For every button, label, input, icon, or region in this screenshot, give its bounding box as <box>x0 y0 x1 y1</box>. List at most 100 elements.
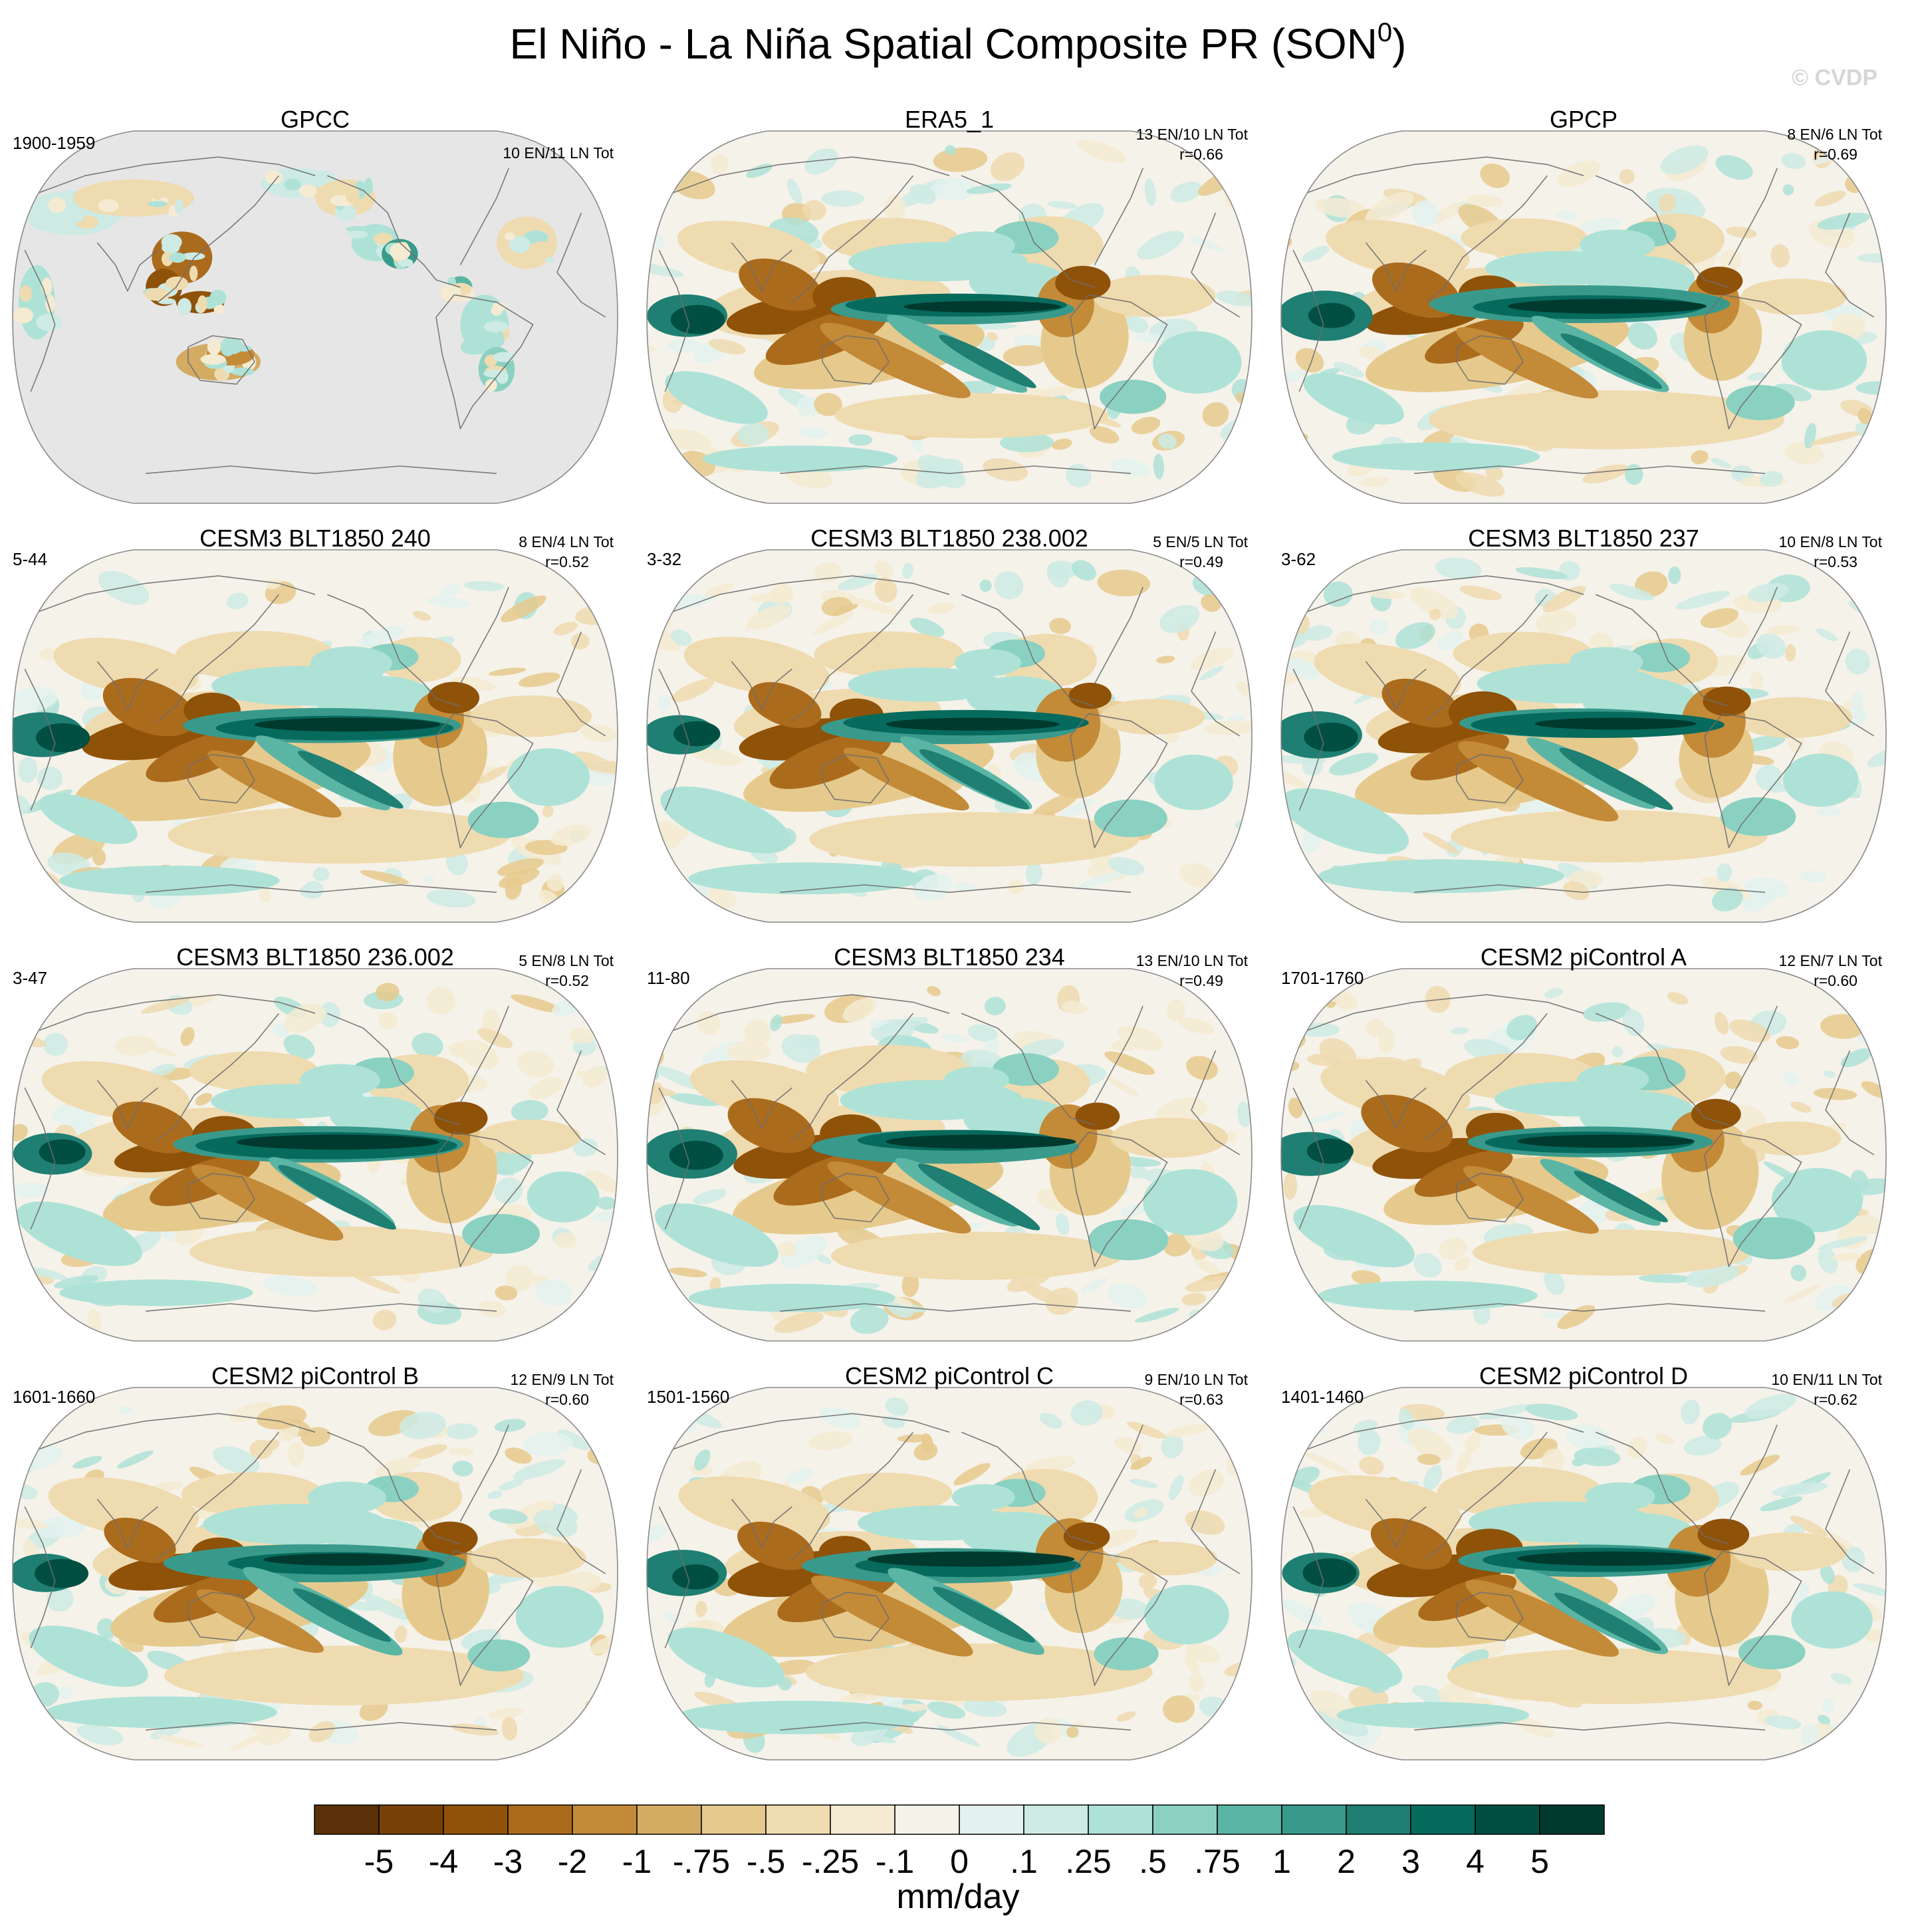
map-panel: CESM3 BLT1850 240 5-44 8 EN/4 LN Tot r=0.52 <box>12 525 618 923</box>
panel-years: 3-47 <box>13 968 47 988</box>
panel-title: CESM2 piControl A <box>1481 943 1687 971</box>
colorbar-swatch <box>1475 1804 1540 1835</box>
colorbar-swatch <box>1152 1804 1218 1835</box>
map-border <box>646 1387 1253 1760</box>
panel-title: CESM2 piControl B <box>211 1362 419 1389</box>
figure-title-main: El Niño - La Niña Spatial Composite PR (… <box>510 20 1377 68</box>
precip-field <box>647 560 1252 911</box>
precip-field <box>1281 1393 1886 1753</box>
colorbar-swatch <box>765 1804 831 1835</box>
colorbar-tick-label: -.5 <box>747 1843 785 1880</box>
colorbar-swatch <box>443 1804 509 1835</box>
map-panel: GPCC 1900-1959 10 EN/11 LN Tot <box>12 106 618 504</box>
colorbar-swatch <box>1217 1804 1282 1835</box>
colorbar-swatch <box>1281 1804 1347 1835</box>
map-border <box>12 549 618 923</box>
panel-event-counts: 5 EN/5 LN Tot <box>1153 533 1248 550</box>
panel-years: 3-32 <box>647 549 681 569</box>
colorbar-tick-label: .1 <box>1010 1843 1038 1880</box>
colorbar-tick-label: 1 <box>1272 1843 1291 1880</box>
colorbar-tick-label: 0 <box>950 1843 969 1880</box>
precip-field <box>12 568 618 909</box>
panel-years: 1601-1660 <box>13 1387 95 1407</box>
panel-years: 1900-1959 <box>13 133 95 153</box>
panel-event-counts: 13 EN/10 LN Tot <box>1136 126 1249 143</box>
panel-pattern-correlation: r=0.60 <box>545 1391 589 1408</box>
colorbar-swatch <box>830 1804 896 1835</box>
map-panel: CESM3 BLT1850 234 11-80 13 EN/10 LN Tot r=0… <box>646 943 1253 1342</box>
panel-pattern-correlation: r=0.49 <box>1179 972 1223 989</box>
map-panel: CESM2 piControl C 1501-1560 9 EN/10 LN Tot… <box>646 1362 1253 1760</box>
colorbar-tick-label: .5 <box>1139 1843 1167 1880</box>
panel-title: CESM3 BLT1850 237 <box>1468 525 1699 552</box>
colorbar-swatch <box>894 1804 960 1835</box>
watermark: © CVDP <box>1792 65 1877 90</box>
panel-title: ERA5_1 <box>905 106 994 133</box>
colorbar-tick-label: -.1 <box>876 1843 914 1880</box>
panel-pattern-correlation: r=0.52 <box>545 972 589 989</box>
colorbar-tick-label: 4 <box>1466 1843 1485 1880</box>
map-border <box>1280 968 1887 1342</box>
precip-field <box>647 140 1252 489</box>
precip-field <box>647 1397 1252 1757</box>
colorbar-tick-label: 2 <box>1337 1843 1356 1880</box>
panel-pattern-correlation: r=0.52 <box>545 553 589 570</box>
colorbar-swatch <box>1088 1804 1153 1835</box>
colorbar-tick-label: -.25 <box>802 1843 859 1880</box>
colorbar-swatch <box>1410 1804 1476 1835</box>
colorbar-swatch <box>1539 1804 1605 1835</box>
precip-field <box>13 156 606 474</box>
colorbar-unit: mm/day <box>897 1877 1020 1916</box>
precip-field <box>12 983 618 1335</box>
map-panel: CESM2 piControl A 1701-1760 12 EN/7 LN Tot… <box>1280 943 1887 1342</box>
panel-event-counts: 13 EN/10 LN Tot <box>1136 952 1249 969</box>
panel-years: 1401-1460 <box>1281 1387 1364 1407</box>
map-panel: CESM3 BLT1850 237 3-62 10 EN/8 LN Tot r=0.5… <box>1280 525 1887 923</box>
map-border <box>1280 549 1887 923</box>
panel-event-counts: 5 EN/8 LN Tot <box>519 952 614 969</box>
panel-pattern-correlation: r=0.69 <box>1814 146 1857 163</box>
map-border <box>1280 1387 1887 1760</box>
map-border <box>646 968 1253 1342</box>
map-panel: CESM2 piControl D 1401-1460 10 EN/11 LN To… <box>1280 1362 1887 1760</box>
panel-pattern-correlation: r=0.66 <box>1179 146 1223 163</box>
panel-title: GPCC <box>281 106 350 133</box>
panel-event-counts: 10 EN/11 LN Tot <box>1771 1371 1882 1388</box>
colorbar: -5 -4 -3 -2 -1 -.75 -.5 -.25 -.1 0 .1 .25 .5 .75 1 2 3 4 5 <box>314 1804 1605 1880</box>
panel-event-counts: 8 EN/4 LN Tot <box>519 533 614 550</box>
colorbar-swatch <box>572 1804 638 1835</box>
colorbar-swatch <box>701 1804 767 1835</box>
colorbar-tick-label: -5 <box>364 1843 394 1880</box>
panel-event-counts: 10 EN/11 LN Tot <box>503 144 614 162</box>
colorbar-tick-label: -3 <box>493 1843 523 1880</box>
panel-event-counts: 12 EN/7 LN Tot <box>1778 952 1882 969</box>
colorbar-tick-label: 5 <box>1530 1843 1549 1880</box>
panel-pattern-correlation: r=0.60 <box>1814 972 1857 989</box>
map-panel: CESM3 BLT1850 238.002 3-32 5 EN/5 LN Tot r=… <box>646 525 1253 923</box>
colorbar-swatch <box>636 1804 702 1835</box>
colorbar-tick-label: .25 <box>1065 1843 1112 1880</box>
precip-field <box>1281 984 1886 1330</box>
colorbar-swatch <box>314 1804 380 1835</box>
panel-event-counts: 8 EN/6 LN Tot <box>1787 126 1882 143</box>
colorbar-swatch <box>959 1804 1024 1835</box>
map-border <box>12 130 618 504</box>
map-panel: CESM3 BLT1850 236.002 3-47 5 EN/8 LN Tot r=… <box>12 943 618 1342</box>
precip-field <box>1281 144 1886 497</box>
figure-title: El Niño - La Niña Spatial Composite PR (… <box>510 18 1407 68</box>
panel-title: GPCP <box>1550 106 1617 133</box>
precip-field <box>12 1401 618 1751</box>
colorbar-tick-label: .75 <box>1194 1843 1241 1880</box>
panel-title: CESM3 BLT1850 234 <box>834 943 1065 971</box>
panel-years: 1701-1760 <box>1281 968 1364 988</box>
panel-title: CESM2 piControl C <box>845 1362 1054 1389</box>
colorbar-tick-label: -2 <box>558 1843 587 1880</box>
map-background <box>12 131 618 503</box>
panel-event-counts: 10 EN/8 LN Tot <box>1778 533 1882 550</box>
colorbar-tick-label: 3 <box>1401 1843 1420 1880</box>
colorbar-tick-label: -4 <box>429 1843 458 1880</box>
map-panel: ERA5_1 13 EN/10 LN Tot r=0.66 <box>646 106 1253 504</box>
panel-pattern-correlation: r=0.63 <box>1179 1391 1223 1408</box>
colorbar-swatch <box>1346 1804 1411 1835</box>
